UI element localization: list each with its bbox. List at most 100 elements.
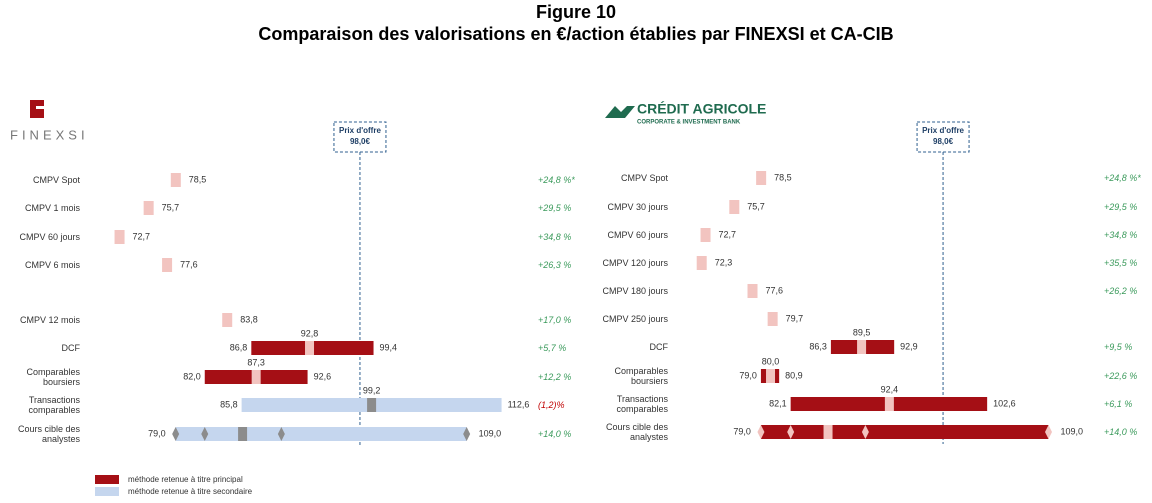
offer-title: Prix d'offre bbox=[339, 126, 381, 135]
category-label: Comparables boursiers bbox=[614, 366, 668, 386]
point-diamond bbox=[787, 425, 795, 439]
category-label: CMPV 1 mois bbox=[24, 203, 80, 213]
point-diamond bbox=[1044, 425, 1052, 439]
point-marker bbox=[729, 200, 740, 214]
premium-label: +9,5 % bbox=[1104, 342, 1133, 352]
legend-swatch bbox=[95, 487, 119, 496]
category-label: CMPV 60 jours bbox=[19, 232, 80, 242]
mid-label: 89,5 bbox=[853, 327, 871, 337]
value-label: 72,7 bbox=[719, 229, 737, 239]
category-label: DCF bbox=[61, 343, 81, 353]
point-marker bbox=[222, 313, 233, 327]
value-label: 79,7 bbox=[786, 313, 804, 323]
range-bar bbox=[760, 425, 1049, 439]
category-label: CMPV 250 jours bbox=[602, 314, 668, 324]
point-diamond bbox=[277, 427, 285, 441]
value-label: 72,7 bbox=[133, 231, 151, 241]
category-label: CMPV 6 mois bbox=[24, 260, 80, 270]
point-diamond bbox=[757, 425, 765, 439]
mid-marker bbox=[251, 370, 261, 384]
legend-label: méthode retenue à titre principal bbox=[128, 475, 243, 484]
point-marker bbox=[756, 171, 767, 185]
premium-label: +26,2 % bbox=[1104, 286, 1138, 296]
offer-title: Prix d'offre bbox=[922, 126, 964, 135]
mid-label: 80,0 bbox=[762, 356, 780, 366]
category-label: Transactions comparables bbox=[616, 394, 668, 414]
category-label: CMPV Spot bbox=[32, 175, 80, 185]
category-label: CMPV 30 jours bbox=[607, 202, 668, 212]
offer-label: 98,0€ bbox=[350, 137, 371, 146]
premium-label: +12,2 % bbox=[538, 372, 572, 382]
category-label: CMPV 60 jours bbox=[607, 230, 668, 240]
value-label: 92,9 bbox=[900, 341, 918, 351]
point-diamond bbox=[201, 427, 209, 441]
point-marker bbox=[747, 284, 758, 298]
mid-marker bbox=[238, 427, 248, 441]
premium-label: +14,0 % bbox=[538, 429, 572, 439]
range-bar bbox=[175, 427, 467, 441]
mid-marker bbox=[823, 425, 833, 439]
point-diamond bbox=[463, 427, 471, 441]
offer-label: 98,0€ bbox=[933, 137, 954, 146]
point-marker bbox=[162, 258, 173, 272]
premium-label: +24,8 %* bbox=[538, 175, 575, 185]
logo-icon bbox=[605, 106, 635, 118]
premium-label: +34,8 % bbox=[1104, 230, 1138, 240]
mid-label: 87,3 bbox=[247, 357, 265, 367]
mid-label: 99,2 bbox=[363, 385, 381, 395]
category-label: Cours cible des analystes bbox=[605, 422, 668, 442]
value-label: 79,0 bbox=[739, 370, 757, 380]
value-label: 75,7 bbox=[747, 201, 765, 211]
value-label: 85,8 bbox=[220, 399, 238, 409]
point-marker bbox=[700, 228, 711, 242]
category-label: CMPV 120 jours bbox=[602, 258, 668, 268]
value-label: 82,1 bbox=[769, 398, 787, 408]
point-diamond bbox=[172, 427, 180, 441]
value-label: 78,5 bbox=[774, 172, 792, 182]
logo-subtitle: CORPORATE & INVESTMENT BANK bbox=[637, 120, 741, 126]
category-label: Comparables boursiers bbox=[26, 367, 80, 387]
category-label: Cours cible des analystes bbox=[17, 424, 80, 444]
premium-label: +17,0 % bbox=[538, 315, 572, 325]
value-label: 79,0 bbox=[733, 426, 751, 436]
category-label: CMPV Spot bbox=[620, 173, 668, 183]
value-label: 77,6 bbox=[180, 259, 198, 269]
value-label: 77,6 bbox=[766, 285, 784, 295]
mid-marker bbox=[766, 369, 776, 383]
category-label: DCF bbox=[649, 342, 669, 352]
premium-label: +14,0 % bbox=[1104, 427, 1138, 437]
value-label: 112,6 bbox=[508, 399, 530, 409]
point-diamond bbox=[861, 425, 869, 439]
value-label: 83,8 bbox=[240, 314, 258, 324]
mid-marker bbox=[305, 341, 315, 355]
value-label: 99,4 bbox=[380, 342, 398, 352]
premium-label: +26,3 % bbox=[538, 260, 572, 270]
point-marker bbox=[696, 256, 707, 270]
logo: FINEXSI bbox=[10, 127, 89, 142]
premium-label: +6,1 % bbox=[1104, 399, 1133, 409]
mid-label: 92,4 bbox=[881, 384, 899, 394]
point-marker bbox=[767, 312, 778, 326]
figure-number: Figure 10 bbox=[535, 2, 617, 22]
mid-label: 92,8 bbox=[301, 328, 319, 338]
mid-marker bbox=[857, 340, 867, 354]
category-label: CMPV 180 jours bbox=[602, 286, 668, 296]
figure-title: Comparaison des valorisations en €/actio… bbox=[258, 24, 894, 44]
premium-label: (1,2)% bbox=[538, 400, 565, 410]
mid-marker bbox=[367, 398, 377, 412]
premium-label: +35,5 % bbox=[1104, 258, 1138, 268]
value-label: 102,6 bbox=[993, 398, 1016, 408]
value-label: 80,9 bbox=[785, 370, 803, 380]
value-label: 86,3 bbox=[809, 341, 827, 351]
value-label: 86,8 bbox=[230, 342, 248, 352]
category-label: Transactions comparables bbox=[28, 395, 80, 415]
logo-icon-cut bbox=[36, 106, 44, 109]
point-marker bbox=[170, 173, 181, 187]
value-label: 82,0 bbox=[183, 371, 201, 381]
value-label: 109,0 bbox=[1060, 426, 1083, 436]
premium-label: +22,6 % bbox=[1104, 371, 1138, 381]
premium-label: +5,7 % bbox=[538, 343, 567, 353]
premium-label: +29,5 % bbox=[538, 203, 572, 213]
